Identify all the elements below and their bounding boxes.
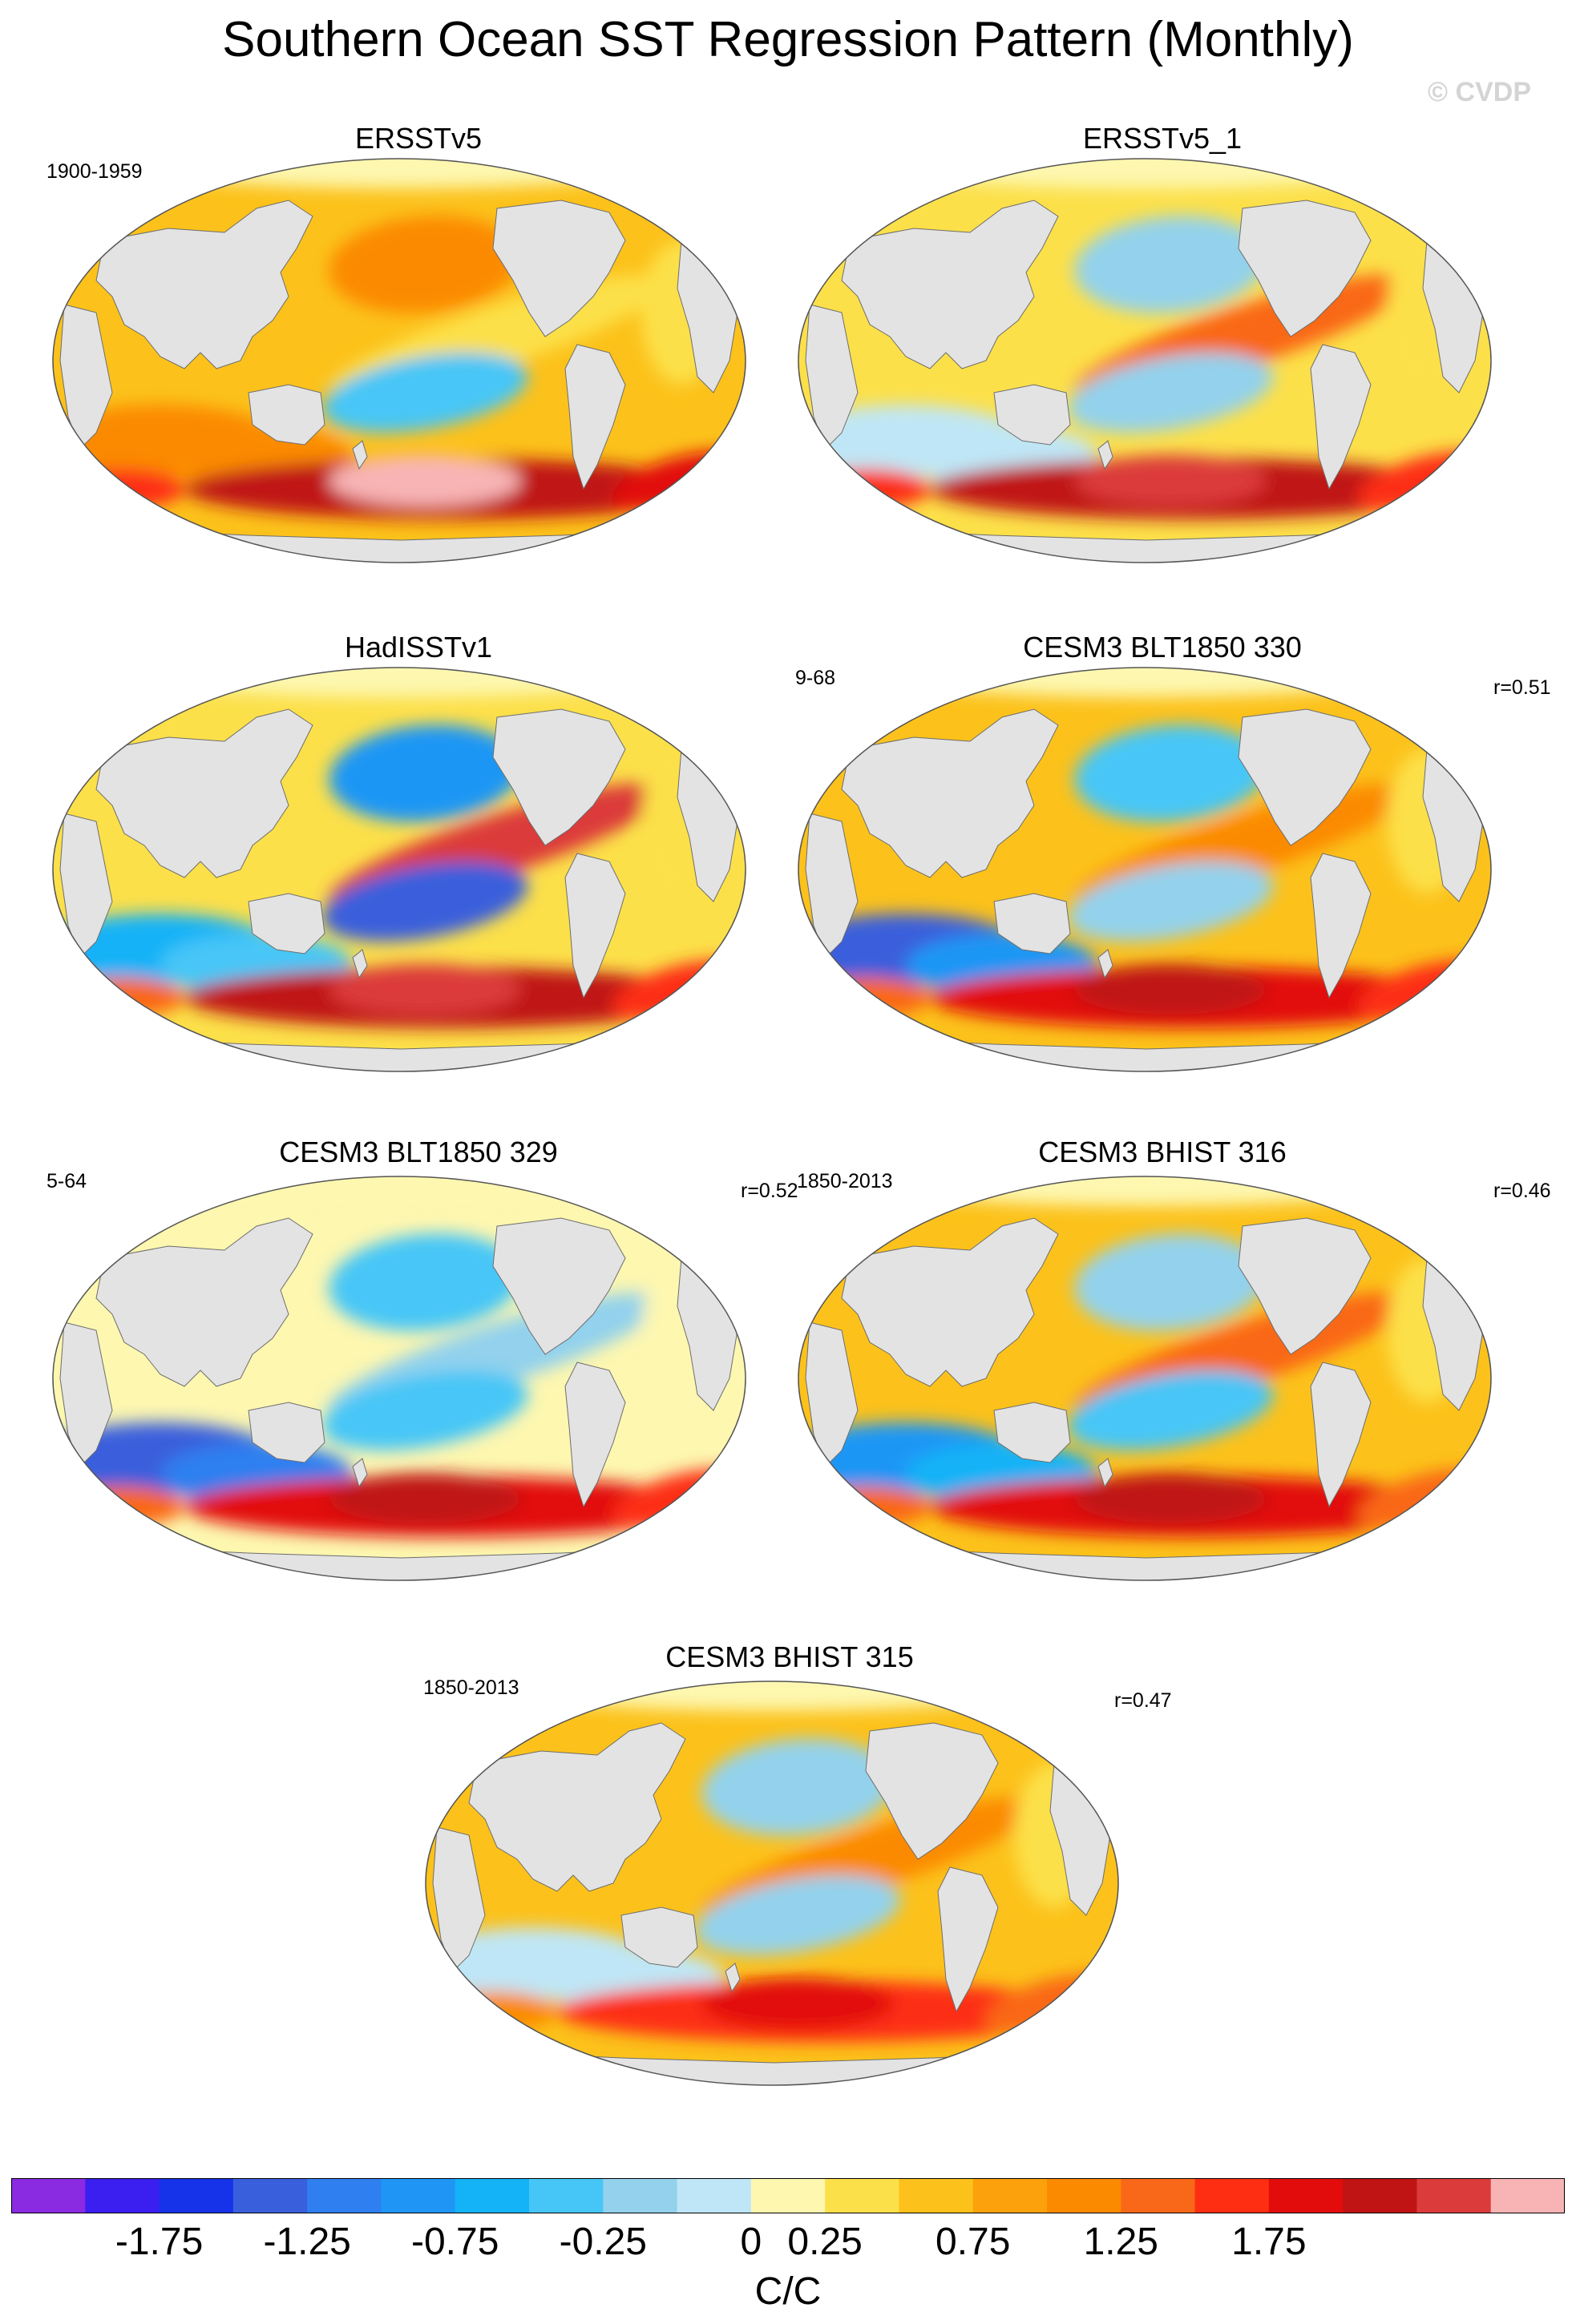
colorbar-units: C/C [754, 2270, 822, 2313]
colorbar-bin [381, 2178, 456, 2213]
colorbar-bin [972, 2178, 1048, 2213]
colorbar-bin [750, 2178, 826, 2213]
colorbar-tick-label: -1.25 [263, 2221, 351, 2263]
colorbar-tick-label: 1.25 [1083, 2221, 1158, 2263]
colorbar-bin [1268, 2178, 1344, 2213]
colorbar-bin [85, 2178, 160, 2213]
colorbar-bin [1047, 2178, 1121, 2213]
colorbar-bin [307, 2178, 382, 2213]
colorbar-bin [232, 2178, 308, 2213]
map-panel-2 [794, 152, 1496, 573]
map-panel-3 [48, 661, 750, 1082]
panel-title-2: ERSSTv5_1 [1082, 122, 1243, 155]
panel-title-4: CESM3 BLT1850 330 [1023, 631, 1302, 664]
panel-period-7: 1850-2013 [423, 1676, 519, 1699]
map-panel-5 [48, 1170, 750, 1591]
colorbar-tick-label: 0 [740, 2221, 762, 2263]
colorbar-bin [1343, 2178, 1417, 2213]
colorbar-tick-label: -0.25 [559, 2221, 647, 2263]
map-panel-4 [794, 661, 1496, 1082]
panel-title-1: ERSSTv5 [354, 122, 483, 155]
colorbar-tick-label: 1.75 [1231, 2221, 1307, 2263]
panel-correlation-7: r=0.47 [1114, 1689, 1172, 1712]
colorbar-bin [11, 2178, 86, 2213]
map-panel-1 [48, 152, 750, 573]
panel-correlation-6: r=0.46 [1493, 1180, 1551, 1202]
panel-period-6: 1850-2013 [797, 1170, 893, 1192]
panel-period-5: 5-64 [46, 1170, 87, 1192]
colorbar-tick-label: -0.75 [411, 2221, 499, 2263]
colorbar-tick-label: -1.75 [115, 2221, 204, 2263]
panel-period-1: 1900-1959 [46, 160, 143, 183]
colorbar-bin [529, 2178, 604, 2213]
watermark: © CVDP [1428, 77, 1531, 107]
colorbar-bin [455, 2178, 530, 2213]
page-title: Southern Ocean SST Regression Pattern (M… [222, 12, 1354, 67]
colorbar-bin [899, 2178, 974, 2213]
colorbar-bin [159, 2178, 234, 2213]
map-panel-6 [794, 1170, 1496, 1591]
panel-period-4: 9-68 [795, 667, 836, 689]
colorbar-bin [1490, 2178, 1565, 2213]
colorbar-bin [1121, 2178, 1196, 2213]
colorbar-tick-label: 0.75 [935, 2221, 1011, 2263]
colorbar-bin [825, 2178, 899, 2213]
panel-correlation-5: r=0.52 [741, 1180, 798, 1202]
panel-title-3: HadISSTv1 [344, 631, 493, 664]
panel-title-7: CESM3 BHIST 315 [665, 1640, 914, 1673]
colorbar-bin [1416, 2178, 1492, 2213]
colorbar [11, 2178, 1565, 2213]
colorbar-tick-label: 0.25 [787, 2221, 863, 2263]
colorbar-bin [677, 2178, 752, 2213]
colorbar-bin [603, 2178, 678, 2213]
map-panel-7 [421, 1675, 1123, 2096]
panel-title-5: CESM3 BLT1850 329 [279, 1136, 558, 1168]
colorbar-bin [1194, 2178, 1270, 2213]
panel-title-6: CESM3 BHIST 316 [1038, 1136, 1287, 1168]
panel-correlation-4: r=0.51 [1493, 676, 1551, 699]
